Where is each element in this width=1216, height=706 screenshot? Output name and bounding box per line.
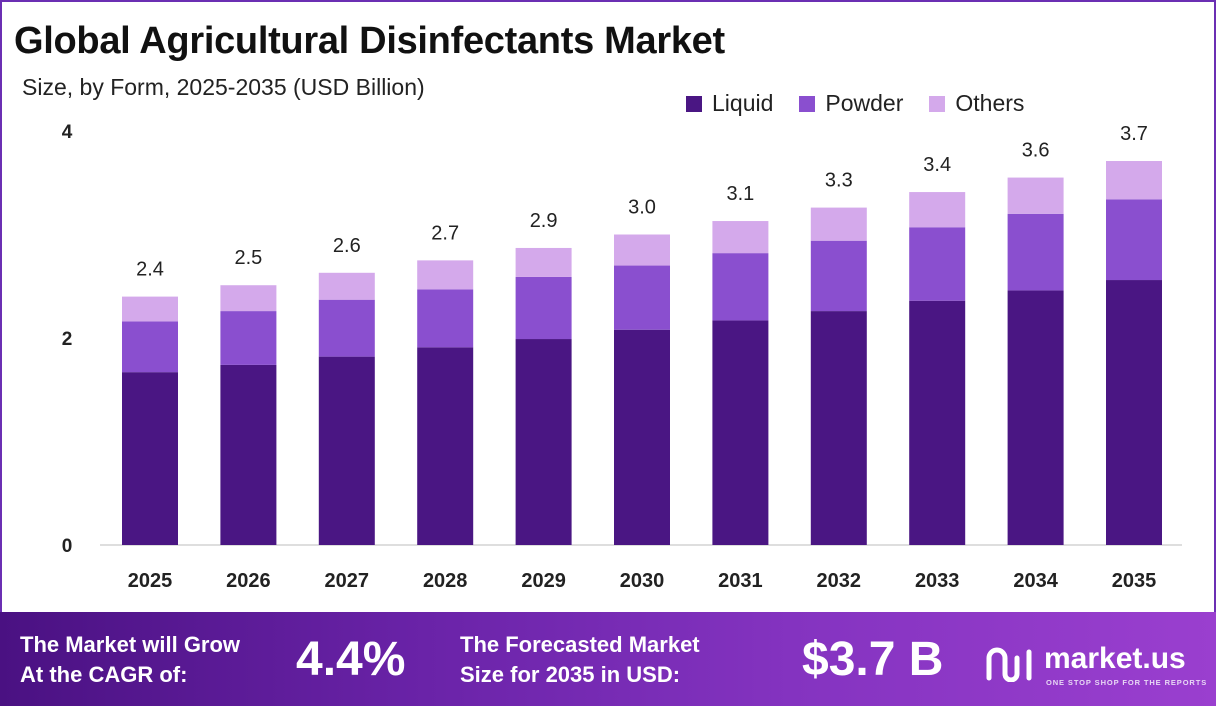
brand-name: market.us <box>1044 642 1186 675</box>
bar-segment-liquid <box>712 320 769 545</box>
legend-swatch-liquid <box>686 95 702 112</box>
cagr-label-line2: At the CAGR of: <box>20 662 188 687</box>
x-tick-label: 2028 <box>423 570 468 592</box>
y-tick-label: 2 <box>62 329 73 350</box>
forecast-value: $3.7 B <box>802 633 944 686</box>
bar-segment-others <box>1106 161 1162 200</box>
bar-segment-others <box>1007 177 1064 214</box>
forecast-label: The Forecasted Market Size for 2035 in U… <box>460 630 700 690</box>
bar-segment-others <box>220 285 277 312</box>
bar-segment-liquid <box>1106 280 1162 545</box>
bar-total-label: 2.7 <box>431 222 459 244</box>
cagr-value: 4.4% <box>296 633 406 686</box>
bar-segment-powder <box>122 321 178 373</box>
bar-segment-liquid <box>220 364 277 545</box>
legend-swatch-others <box>929 95 946 112</box>
legend-swatch-powder <box>799 95 816 112</box>
summary-banner: The Market will Grow At the CAGR of: 4.4… <box>0 612 1216 706</box>
y-tick-label: 4 <box>62 122 73 143</box>
bar-segment-powder <box>1106 199 1162 281</box>
bar-segment-powder <box>712 253 769 321</box>
x-tick-label: 2025 <box>128 570 173 592</box>
bar-segment-powder <box>909 227 966 301</box>
bar-segment-others <box>909 192 966 228</box>
forecast-label-line1: The Forecasted Market <box>460 632 700 657</box>
y-tick-label: 0 <box>62 536 73 557</box>
bar-segment-powder <box>614 265 670 330</box>
legend-label-liquid: Liquid <box>712 90 774 116</box>
bar-segment-others <box>318 272 375 300</box>
bar-segment-powder <box>810 240 867 312</box>
cagr-label: The Market will Grow At the CAGR of: <box>20 630 240 690</box>
bar-segment-powder <box>1007 213 1064 291</box>
bar-segment-liquid <box>417 347 474 545</box>
x-tick-label: 2029 <box>521 570 566 592</box>
x-tick-label: 2031 <box>718 570 763 592</box>
legend-item-powder: Powder <box>799 90 903 117</box>
bar-total-label: 3.1 <box>726 183 754 205</box>
bar-total-label: 2.5 <box>234 247 262 269</box>
bar-segment-powder <box>417 289 474 348</box>
bar-segment-others <box>810 207 867 241</box>
bar-total-label: 2.9 <box>530 210 558 232</box>
bar-total-label: 2.4 <box>136 259 164 281</box>
bar-segment-powder <box>220 311 277 365</box>
chart-subtitle: Size, by Form, 2025-2035 (USD Billion) <box>22 74 425 100</box>
x-tick-label: 2033 <box>915 570 960 592</box>
bar-total-label: 3.0 <box>628 197 656 219</box>
bar-total-label: 3.4 <box>923 154 951 176</box>
x-tick-label: 2026 <box>226 570 271 592</box>
legend-label-powder: Powder <box>825 90 904 116</box>
bar-segment-others <box>417 260 474 290</box>
stacked-bar-chart: 0 2 4 2.4 2025 2.5 2026 2.6 2027 2.7 2028 2.9 2029 3.… <box>62 122 1182 592</box>
bar-segment-liquid <box>515 339 572 545</box>
bar-segment-liquid <box>810 311 867 545</box>
bar-segment-others <box>515 247 572 277</box>
forecast-label-line2: Size for 2035 in USD: <box>460 662 681 687</box>
legend-item-others: Others <box>929 90 1024 117</box>
x-tick-label: 2030 <box>620 570 665 592</box>
bar-segment-others <box>614 234 670 266</box>
x-tick-label: 2035 <box>1112 570 1157 592</box>
market-us-logo-icon <box>986 647 1032 682</box>
bar-total-label: 3.7 <box>1120 123 1148 145</box>
bar-total-label: 3.6 <box>1022 140 1050 162</box>
bar-segment-powder <box>515 276 572 340</box>
bar-segment-liquid <box>909 300 966 545</box>
bar-segment-liquid <box>122 372 178 545</box>
brand-tagline: ONE STOP SHOP FOR THE REPORTS <box>1046 678 1208 687</box>
bar-segment-others <box>122 296 178 322</box>
legend-label-others: Others <box>955 90 1025 116</box>
x-tick-label: 2032 <box>817 570 862 592</box>
x-tick-label: 2034 <box>1013 570 1058 592</box>
cagr-label-line1: The Market will Grow <box>20 632 241 657</box>
chart-title: Global Agricultural Disinfectants Market <box>14 20 725 62</box>
bar-segment-others <box>712 221 769 254</box>
bar-segment-powder <box>318 299 375 357</box>
legend-item-liquid: Liquid <box>686 90 773 117</box>
chart-legend: Liquid Powder Others <box>686 90 1024 117</box>
x-tick-label: 2027 <box>325 570 370 592</box>
bar-segment-liquid <box>318 356 375 545</box>
bar-total-label: 2.6 <box>333 235 361 257</box>
bar-total-label: 3.3 <box>825 170 853 192</box>
bar-segment-liquid <box>1007 290 1064 545</box>
bar-segment-liquid <box>614 329 670 545</box>
